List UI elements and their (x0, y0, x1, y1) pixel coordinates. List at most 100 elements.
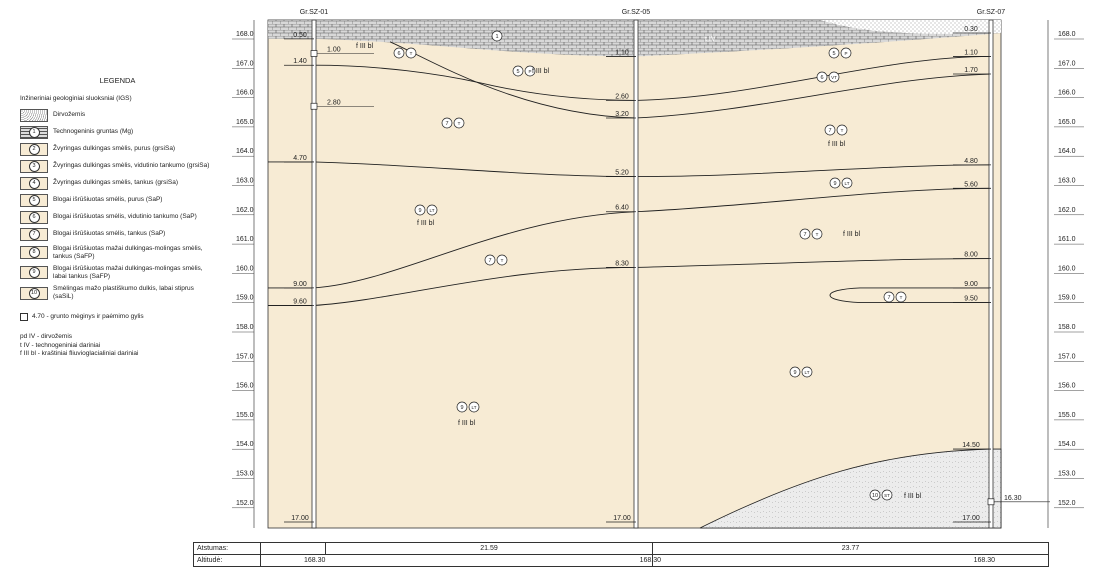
elevation-label: 164.0 (1058, 148, 1076, 155)
legend-title: LEGENDA (99, 76, 136, 85)
legend-item: Dirvožemis (20, 108, 215, 122)
depth-label: 8.30 (615, 260, 629, 267)
layer-number: 9 (460, 405, 463, 411)
layer-number-badge (869, 489, 881, 501)
elevation-label: 160.0 (1058, 265, 1076, 272)
legend-sample-note: 4.70 - grunto mėginys ir paėmimo gylis (20, 313, 215, 322)
depth-label: 9.50 (964, 296, 978, 303)
legend-item-text: Dirvožemis (53, 110, 86, 118)
layer-state-badge (426, 204, 438, 216)
elevation-label: 156.0 (1058, 383, 1076, 390)
depth-label: 5.60 (964, 181, 978, 188)
layer-number-badge (789, 366, 801, 378)
legend-swatch: 5 (20, 193, 48, 207)
layer-state-badge (828, 71, 840, 83)
profile-info-table: Atstumas: 21.59 23.77 Altitudė: 168.30 1… (193, 542, 1049, 567)
elevation-label: 159.0 (236, 295, 254, 302)
sample-label: 1.00 (327, 47, 341, 54)
legend: LEGENDA Inžineriniai geologiniai sluoksn… (20, 62, 215, 358)
layer-state: P (528, 69, 531, 74)
sample-marker (987, 498, 995, 506)
legend-item-text: Blogai išrūšiuotas mažai dulkingas-molin… (53, 264, 203, 280)
stratigraphy-label: t IV (705, 36, 716, 43)
topsoil-layer (820, 20, 1001, 34)
altitude-value: 168.30 (304, 557, 326, 564)
layer-number: 9 (833, 181, 836, 187)
legend-swatch: 4 (20, 176, 48, 190)
layer-number: 7 (828, 128, 831, 134)
elevation-label: 153.0 (236, 471, 254, 478)
layer-number-badge (824, 124, 836, 136)
sample-label: 16.30 (1004, 495, 1022, 502)
layer-number: 1 (495, 34, 498, 40)
elevation-label: 154.0 (236, 441, 254, 448)
layer-state-badge (468, 401, 480, 413)
distance-row: Atstumas: 21.59 23.77 (193, 542, 1049, 555)
layer-state-badge (524, 65, 536, 77)
layer-number-badge: 6 (28, 211, 40, 223)
layer-state: T (410, 51, 413, 56)
layer-state: T (501, 258, 504, 263)
legend-subtitle: Inžineriniai geologiniai sluoksniai (IGS… (20, 95, 132, 103)
layer-number-badge: 4 (28, 177, 40, 189)
sample-marker (310, 102, 318, 110)
elevation-label: 157.0 (236, 353, 254, 360)
depth-label: 9.00 (293, 281, 307, 288)
legend-swatch (20, 108, 48, 122)
borehole-name: Gr.SZ-07 (977, 9, 1006, 16)
layer-number: 7 (488, 258, 491, 264)
layer-state: LT (430, 208, 435, 213)
layer-state: T (458, 121, 461, 126)
elevation-label: 152.0 (236, 500, 254, 507)
legend-swatch: 9 (20, 266, 48, 280)
legend-item-text: Žvyringas dulkingas smėlis, vidutinio ta… (53, 161, 210, 169)
elevation-label: 164.0 (236, 148, 254, 155)
depth-label: 4.70 (293, 155, 307, 162)
layer-number: 6 (397, 51, 400, 57)
altitude-label: Altitudė: (193, 554, 261, 567)
legend-item-text: Blogai išrūšiuotas smėlis, purus (SaP) (53, 195, 163, 203)
stratigraphy-label: f III bl (356, 43, 374, 50)
legend-items: Dirvožemis 1 Technogeninis gruntas (Mg) 2 Žv… (20, 108, 215, 302)
depth-label: 17.00 (962, 515, 980, 522)
layer-boundary (268, 211, 637, 289)
layer-number-badge: 2 (28, 143, 40, 155)
legend-item: 3 Žvyringas dulkingas smėlis, vidutinio t… (20, 159, 215, 173)
borehole-column (988, 19, 994, 529)
depth-label: 9.60 (293, 298, 307, 305)
legend-item: 8 Blogai išrūšiuotas mažai dulkingas-moli… (20, 245, 215, 261)
legend-item: 4 Žvyringas dulkingas smėlis, tankus (grs… (20, 176, 215, 190)
altitude-value: 168.30 (639, 557, 661, 564)
distance-value: 21.59 (325, 542, 653, 555)
layer-number-badge: 9 (28, 267, 40, 279)
depth-label: 2.60 (615, 93, 629, 100)
layer-number-badge: 7 (28, 228, 40, 240)
legend-swatch: 1 (20, 125, 48, 139)
layer-state-badge (453, 117, 465, 129)
layer-state-badge (811, 228, 823, 240)
stratigraphy-label: f III bl (904, 493, 922, 500)
elevation-label: 167.0 (236, 60, 254, 67)
layer-number-badge (829, 177, 841, 189)
depth-label: 17.00 (291, 515, 309, 522)
legend-item: 6 Blogai išrūšiuotas smėlis, vidutinio ta… (20, 210, 215, 224)
layer-number-badge: 10 (28, 287, 40, 299)
layer-boundary (829, 287, 991, 304)
altitude-cell-1: 168.30 168.30 (260, 554, 661, 567)
sample-note-text: 4.70 - grunto mėginys ir paėmimo gylis (32, 313, 144, 321)
legend-item-text: Blogai išrūšiuotas smėlis, tankus (SaP) (53, 229, 166, 237)
layer-number: 5 (516, 69, 519, 75)
legend-item: 10 Smėlingas mažo plastiškumo dulkis, lab… (20, 285, 215, 301)
legend-note: t IV - technogeniniai dariniai (20, 341, 101, 349)
legend-item-text: Smėlingas mažo plastiškumo dulkis, labai… (53, 285, 194, 301)
distance-value: 23.77 (652, 542, 1049, 555)
layer-state: ST (884, 493, 890, 498)
legend-item: 2 Žvyringas dulkingas smėlis, purus (grsi… (20, 142, 215, 156)
depth-label: 1.10 (615, 49, 629, 56)
elevation-label: 154.0 (1058, 441, 1076, 448)
elevation-label: 163.0 (236, 178, 254, 185)
depth-label: 0.30 (964, 26, 978, 33)
legend-swatch: 6 (20, 210, 48, 224)
layer-state-badge (801, 366, 813, 378)
